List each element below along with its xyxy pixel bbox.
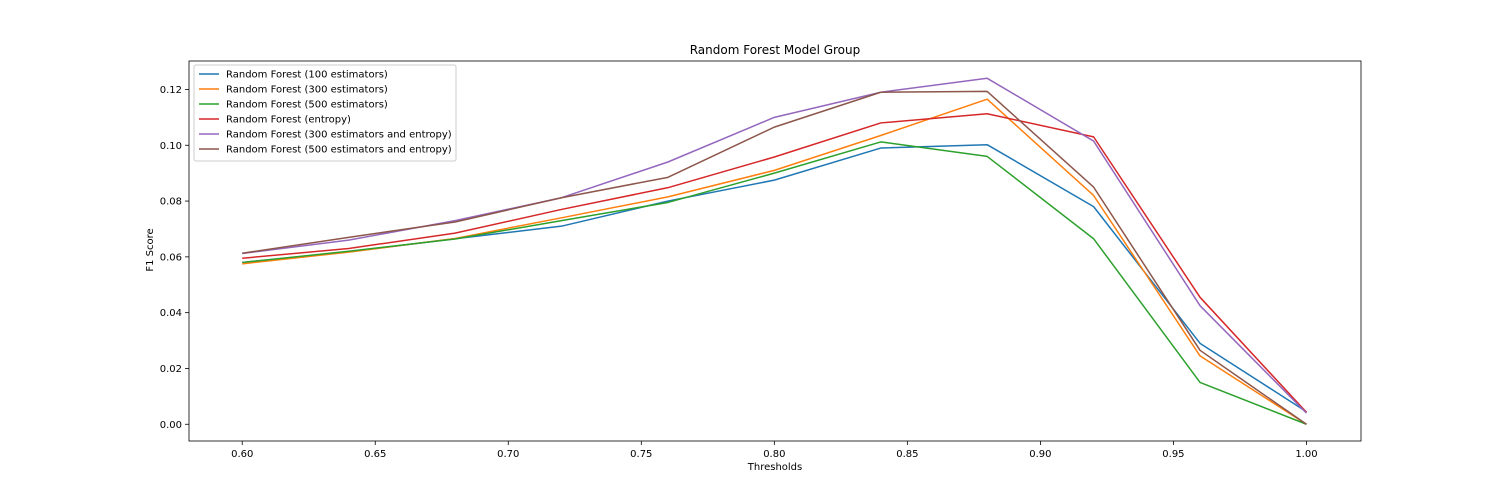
x-tick-label-5: 0.80 [763,449,785,460]
y-tick-label-6: 0.10 [160,141,182,152]
x-tick-label-3: 0.70 [497,449,519,460]
y-tick-label-2: 0.02 [160,364,182,375]
x-tick-label-6: 0.85 [896,449,918,460]
x-tick-label-1: 0.60 [231,449,253,460]
y-tick-label-3: 0.04 [160,308,182,319]
x-tick-label-4: 0.75 [630,449,652,460]
x-tick-label-7: 0.90 [1029,449,1051,460]
x-axis-label: Thresholds [747,462,803,473]
series-line-1 [242,143,1307,413]
x-tick-label-9: 1.00 [1295,449,1317,460]
legend-box [193,64,457,162]
legend-label-3: Random Forest (500 estimators) [226,100,388,111]
x-tick-label-2: 0.65 [364,449,386,460]
plot-area: 0.60 0.65 0.70 0.75 0.80 0.85 0.90 0.95 1.00 0.00… [160,60,1362,460]
y-axis-label: F1 Score [145,228,156,271]
series-line-3 [242,141,1307,425]
y-tick-label-4: 0.06 [160,252,182,263]
chart-title: Random Forest Model Group [690,43,861,57]
y-tick-label-5: 0.08 [160,197,182,208]
y-tick-label-1: 0.00 [160,420,182,431]
x-tick-label-8: 0.95 [1162,449,1184,460]
series-line-4 [242,112,1308,413]
legend-label-1: Random Forest (100 estimators) [226,70,388,81]
series-line-6 [242,90,1307,425]
plot-frame [188,60,1362,442]
legend-label-5: Random Forest (300 estimators and entrop… [226,130,452,141]
y-tick-label-7: 0.12 [160,85,182,96]
legend-label-6: Random Forest (500 estimators and entrop… [226,145,452,156]
legend-label-4: Random Forest (entropy) [226,115,351,126]
legend-label-2: Random Forest (300 estimators) [226,85,388,96]
